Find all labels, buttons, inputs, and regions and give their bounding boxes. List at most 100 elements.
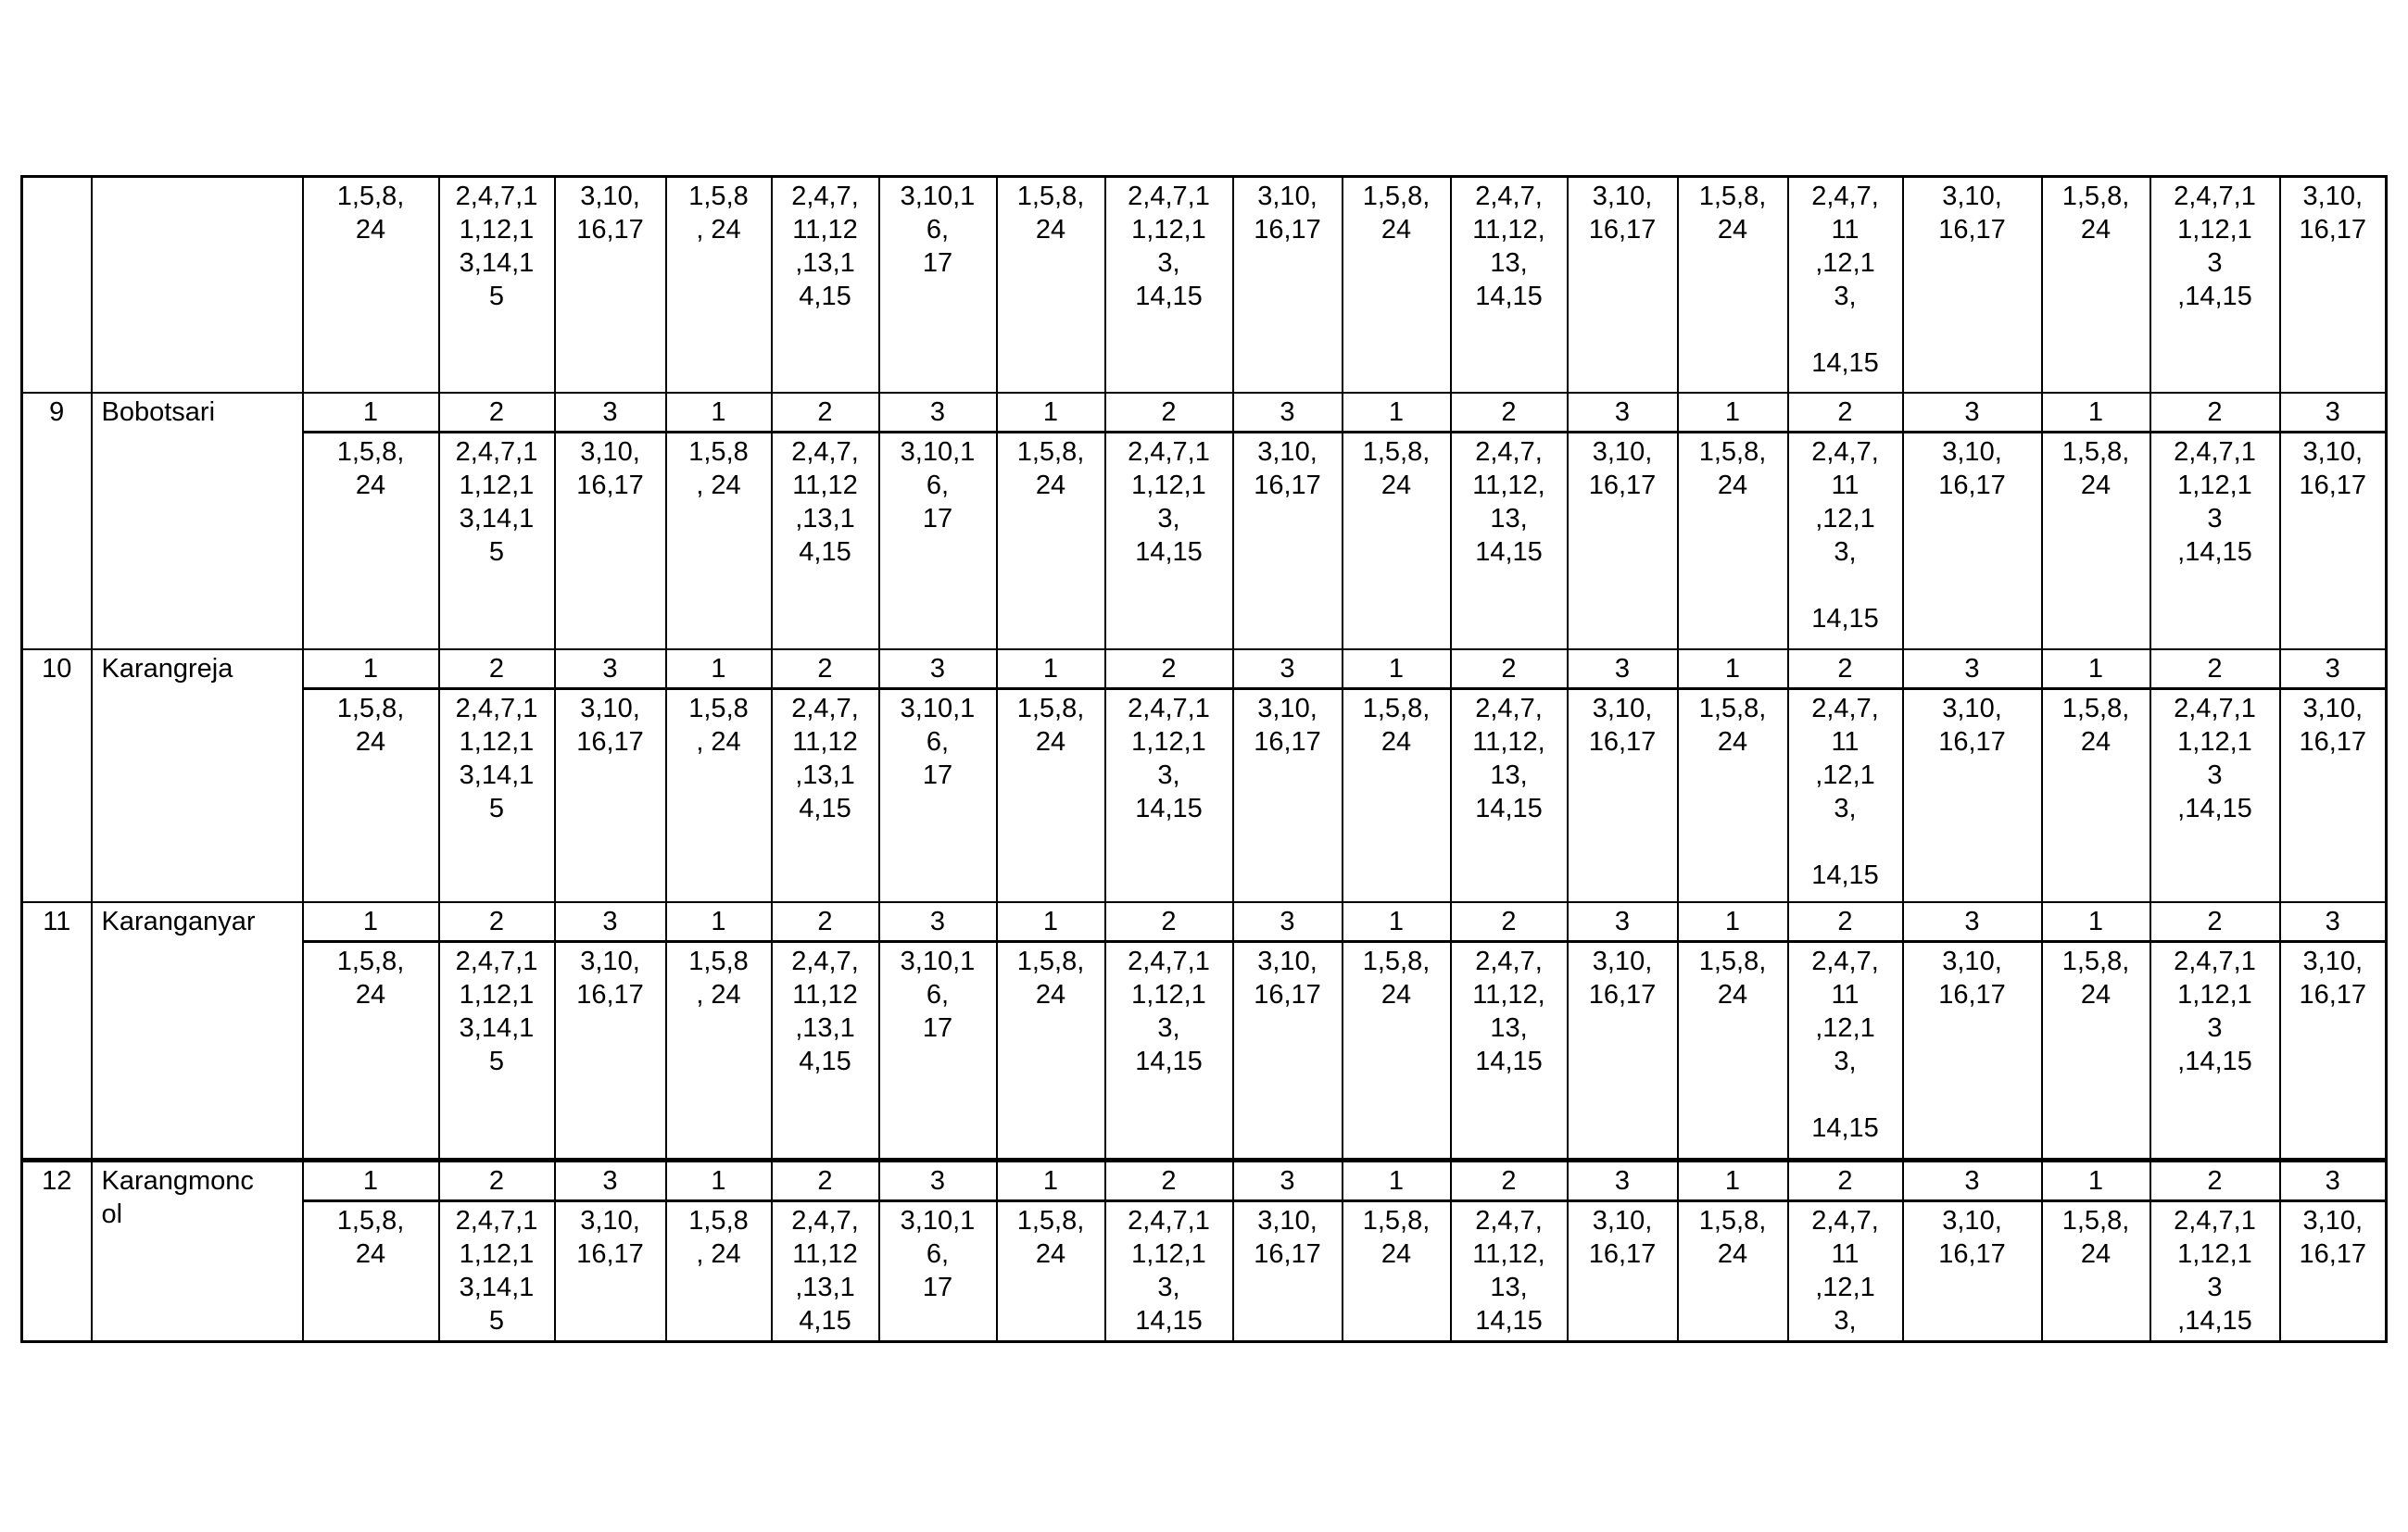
row-number-cell: 12	[20, 1157, 93, 1342]
data-cell: 1,5,8, 24	[301, 940, 440, 1161]
column-group-header-cell: 2	[437, 900, 556, 943]
row-12-group-header: 12 Karangmonc ol 1 2 3 1 2 3 1 2 3 1 2 3 1 2 3 1 2 3	[20, 1157, 2388, 1342]
data-cell: 1,5,8, 24	[2040, 940, 2151, 1161]
data-cell: 1,5,8, 24	[1676, 940, 1789, 1161]
data-cell: 1,5,8, 24	[1341, 940, 1452, 1161]
data-cell: 3,10,1 6, 17	[877, 940, 998, 1161]
row-10-content: 1,5,8, 24 2,4,7,1 1,12,1 3,14,1 5 3,10, 16…	[22, 687, 2388, 903]
data-cell: 1,5,8 , 24	[664, 940, 773, 1161]
data-cell: 1,5,8, 24	[1341, 175, 1452, 394]
column-group-header-cell: 2	[770, 1157, 880, 1202]
column-group-header-cell: 2	[2149, 1157, 2281, 1202]
column-group-header-cell: 1	[301, 1157, 440, 1202]
data-cell: 3,10,1 6, 17	[877, 1199, 998, 1342]
data-cell: 1,5,8, 24	[1341, 687, 1452, 903]
data-cell: 1,5,8, 24	[301, 687, 440, 903]
data-cell: 2,4,7, 11,12, 13, 14,15	[1449, 1199, 1569, 1342]
column-group-header-cell: 3	[1231, 391, 1343, 433]
row-name-cell	[90, 175, 304, 394]
column-group-header-cell: 3	[1566, 648, 1679, 690]
data-cell: 3,10,1 6, 17	[877, 175, 998, 394]
data-cell: 1,5,8, 24	[1341, 1199, 1452, 1342]
data-cell: 3,10, 16,17	[1901, 175, 2043, 394]
row-continuation: 1,5,8, 24 2,4,7,1 1,12,1 3,14,1 5 3,10, 16…	[20, 175, 2388, 394]
data-cell: 3,10, 16,17	[2278, 687, 2388, 903]
data-cell: 1,5,8, 24	[301, 431, 440, 650]
data-cell: 3,10, 16,17	[1231, 431, 1343, 650]
data-cell: 1,5,8, 24	[995, 1199, 1106, 1342]
column-group-header-cell: 2	[1449, 391, 1569, 433]
column-group-header-cell: 1	[1676, 648, 1789, 690]
row-number-cell: 9	[20, 391, 93, 650]
column-group-header-cell: 3	[2278, 900, 2388, 943]
column-group-header-cell: 2	[1786, 391, 1904, 433]
column-group-header-cell: 1	[2040, 391, 2151, 433]
table-body: 1,5,8, 24 2,4,7,1 1,12,1 3,14,1 5 3,10, 16…	[20, 175, 2388, 1342]
column-group-header-cell: 3	[1566, 391, 1679, 433]
data-cell: 2,4,7,1 1,12,1 3 ,14,15	[2149, 175, 2281, 394]
data-cell: 3,10, 16,17	[553, 940, 667, 1161]
schedule-table: 1,5,8, 24 2,4,7,1 1,12,1 3,14,1 5 3,10, 16…	[20, 175, 2388, 1343]
data-cell: 3,10,1 6, 17	[877, 687, 998, 903]
column-group-header-cell: 2	[2149, 648, 2281, 690]
column-group-header-cell: 1	[1676, 1157, 1789, 1202]
data-cell: 3,10, 16,17	[2278, 175, 2388, 394]
row-9-content: 1,5,8, 24 2,4,7,1 1,12,1 3,14,1 5 3,10, 16…	[22, 431, 2388, 650]
column-group-header-cell: 3	[1901, 391, 2043, 433]
data-cell: 2,4,7,1 1,12,1 3,14,1 5	[437, 687, 556, 903]
column-group-header-cell: 2	[770, 900, 880, 943]
column-group-header-cell: 2	[2149, 391, 2281, 433]
data-cell: 1,5,8, 24	[1676, 175, 1789, 394]
data-cell: 1,5,8, 24	[1676, 687, 1789, 903]
data-cell: 3,10,1 6, 17	[877, 431, 998, 650]
data-cell: 2,4,7,1 1,12,1 3 ,14,15	[2149, 687, 2281, 903]
data-cell: 1,5,8, 24	[2040, 687, 2151, 903]
column-group-header-cell: 1	[1676, 900, 1789, 943]
data-cell: 2,4,7,1 1,12,1 3, 14,15	[1103, 940, 1234, 1161]
column-group-header-cell: 2	[1103, 648, 1234, 690]
row-name-cell: Karangreja	[90, 648, 304, 903]
row-number-cell: 10	[20, 648, 93, 903]
data-cell: 3,10, 16,17	[553, 687, 667, 903]
column-group-header-cell: 3	[877, 900, 998, 943]
data-cell: 2,4,7, 11 ,12,1 3, 14,15	[1786, 431, 1904, 650]
column-group-header-cell: 2	[1103, 1157, 1234, 1202]
column-group-header-cell: 2	[2149, 900, 2281, 943]
row-12-content: 1,5,8, 24 2,4,7,1 1,12,1 3,14,1 5 3,10, 16…	[22, 1199, 2388, 1342]
data-cell: 3,10, 16,17	[1901, 1199, 2043, 1342]
column-group-header-cell: 2	[770, 648, 880, 690]
data-cell: 1,5,8, 24	[2040, 175, 2151, 394]
data-cell: 2,4,7, 11,12 ,13,1 4,15	[770, 1199, 880, 1342]
data-cell: 1,5,8, 24	[2040, 1199, 2151, 1342]
data-cell: 1,5,8, 24	[1341, 431, 1452, 650]
data-cell: 2,4,7, 11 ,12,1 3, 14,15	[1786, 175, 1904, 394]
column-group-header-cell: 1	[664, 648, 773, 690]
data-cell: 1,5,8, 24	[995, 175, 1106, 394]
column-group-header-cell: 3	[1231, 648, 1343, 690]
data-cell: 3,10, 16,17	[1566, 687, 1679, 903]
column-group-header-cell: 1	[995, 648, 1106, 690]
data-cell: 2,4,7,1 1,12,1 3, 14,15	[1103, 431, 1234, 650]
column-group-header-cell: 2	[1103, 391, 1234, 433]
data-cell: 2,4,7, 11 ,12,1 3, 14,15	[1786, 687, 1904, 903]
column-group-header-cell: 1	[664, 900, 773, 943]
column-group-header-cell: 2	[1786, 648, 1904, 690]
column-group-header-cell: 3	[877, 1157, 998, 1202]
data-cell: 2,4,7,1 1,12,1 3 ,14,15	[2149, 1199, 2281, 1342]
column-group-header-cell: 3	[2278, 391, 2388, 433]
data-cell: 2,4,7,1 1,12,1 3,14,1 5	[437, 431, 556, 650]
row-11-group-header: 11 Karanganyar 1 2 3 1 2 3 1 2 3 1 2 3 1 2 3 1 2 3	[20, 900, 2388, 1161]
column-group-header-cell: 1	[1341, 900, 1452, 943]
data-cell: 2,4,7, 11 ,12,1 3, 14,15	[1786, 940, 1904, 1161]
data-cell: 2,4,7, 11,12 ,13,1 4,15	[770, 687, 880, 903]
column-group-header-cell: 3	[553, 648, 667, 690]
column-group-header-cell: 2	[1449, 1157, 1569, 1202]
data-cell: 2,4,7,1 1,12,1 3, 14,15	[1103, 175, 1234, 394]
column-group-header-cell: 2	[1449, 648, 1569, 690]
column-group-header-cell: 3	[553, 1157, 667, 1202]
data-cell: 1,5,8, 24	[995, 687, 1106, 903]
column-group-header-cell: 2	[1103, 900, 1234, 943]
data-cell: 3,10, 16,17	[2278, 940, 2388, 1161]
data-cell: 1,5,8 , 24	[664, 431, 773, 650]
